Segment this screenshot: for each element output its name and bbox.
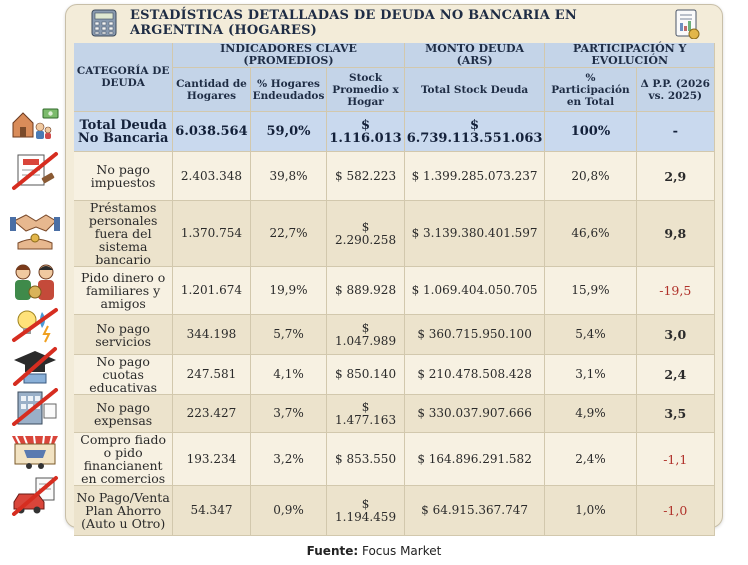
header-total-stock: Total Stock Deuda — [404, 68, 546, 112]
report-document-icon — [675, 9, 700, 39]
category-cell: No Pago/Venta Plan Ahorro (Auto u Otro) — [74, 486, 174, 536]
debt-table: CATEGORÍA DE DEUDA INDICADORES CLAVE (PR… — [74, 43, 715, 536]
delta-cell: 3,0 — [636, 315, 715, 355]
family-money-bag-icon — [15, 264, 54, 300]
households-cell: 247.581 — [173, 355, 251, 395]
header-households: Cantidad de Hogares — [173, 68, 251, 112]
avg-stock-cell: $ 853.550 — [327, 433, 405, 486]
no-tax-icon — [12, 152, 58, 190]
category-cell: No pago servicios — [74, 315, 174, 355]
share-cell: 1,0% — [545, 486, 637, 536]
category-cell: Total Deuda No Bancaria — [74, 112, 174, 152]
table-row: No pago impuestos 2.403.348 39,8% $ 582.… — [74, 152, 715, 201]
header-share: % Participación en Total — [545, 68, 637, 112]
households-cell: 344.198 — [173, 315, 251, 355]
avg-stock-cell: $ 1.116.013 — [327, 112, 405, 152]
table-row: No pago cuotas educativas 247.581 4,1% $… — [74, 355, 715, 395]
share-cell: 5,4% — [545, 315, 637, 355]
share-cell: 46,6% — [545, 201, 637, 267]
share-cell: 15,9% — [545, 267, 637, 315]
header-avg-stock: Stock Promedio x Hogar — [327, 68, 405, 112]
households-cell: 1.370.754 — [173, 201, 251, 267]
total-stock-cell: $ 1.069.404.050.705 — [404, 267, 546, 315]
avg-stock-cell: $ 1.477.163 — [327, 395, 405, 433]
delta-cell: 2,4 — [636, 355, 715, 395]
households-cell: 54.347 — [173, 486, 251, 536]
table-row-total: Total Deuda No Bancaria 6.038.564 59,0% … — [74, 112, 715, 152]
category-cell: No pago impuestos — [74, 152, 174, 201]
no-education-icon — [13, 347, 57, 386]
pct-cell: 39,8% — [250, 152, 328, 201]
households-cell: 6.038.564 — [173, 112, 251, 152]
table-row: Préstamos personales fuera del sistema b… — [74, 201, 715, 267]
calculator-icon — [91, 9, 117, 37]
source-caption: Fuente: Focus Market — [0, 544, 748, 558]
total-stock-cell: $ 164.896.291.582 — [404, 433, 546, 486]
delta-cell: 2,9 — [636, 152, 715, 201]
pct-cell: 4,1% — [250, 355, 328, 395]
header-group-share: PARTICIPACIÓN Y EVOLUCIÓN — [545, 43, 715, 68]
category-cell: Compro fiado o pido financianent en come… — [74, 433, 174, 486]
table-row: Pido dinero o familiares y amigos 1.201.… — [74, 267, 715, 315]
pct-cell: 22,7% — [250, 201, 328, 267]
source-label: Fuente: — [306, 544, 359, 558]
total-stock-cell: $ 64.915.367.747 — [404, 486, 546, 536]
category-cell: Pido dinero o familiares y amigos — [74, 267, 174, 315]
table-row: No Pago/Venta Plan Ahorro (Auto u Otro) … — [74, 486, 715, 536]
header-group-indicators: INDICADORES CLAVE (PROMEDIOS) — [173, 43, 405, 68]
family-money-icon — [12, 108, 59, 139]
share-cell: 3,1% — [545, 355, 637, 395]
page-title: ESTADÍSTICAS DETALLADAS DE DEUDA NO BANC… — [130, 8, 577, 38]
delta-cell: 9,8 — [636, 201, 715, 267]
pct-cell: 3,7% — [250, 395, 328, 433]
share-cell: 2,4% — [545, 433, 637, 486]
households-cell: 223.427 — [173, 395, 251, 433]
header-category: CATEGORÍA DE DEUDA — [74, 43, 174, 112]
pct-cell: 19,9% — [250, 267, 328, 315]
category-cell: No pago cuotas educativas — [74, 355, 174, 395]
avg-stock-cell: $ 850.140 — [327, 355, 405, 395]
avg-stock-cell: $ 2.290.258 — [327, 201, 405, 267]
infographic-card: ESTADÍSTICAS DETALLADAS DE DEUDA NO BANC… — [65, 4, 723, 536]
table-row: No pago servicios 344.198 5,7% $ 1.047.9… — [74, 315, 715, 355]
avg-stock-cell: $ 582.223 — [327, 152, 405, 201]
households-cell: 193.234 — [173, 433, 251, 486]
avg-stock-cell: $ 1.194.459 — [327, 486, 405, 536]
category-cell: No pago expensas — [74, 395, 174, 433]
total-stock-cell: $ 3.139.380.401.597 — [404, 201, 546, 267]
delta-cell: - — [636, 112, 715, 152]
delta-cell: -19,5 — [636, 267, 715, 315]
households-cell: 1.201.674 — [173, 267, 251, 315]
pct-cell: 0,9% — [250, 486, 328, 536]
total-stock-cell: $ 330.037.907.666 — [404, 395, 546, 433]
source-value: Focus Market — [361, 544, 442, 558]
table-row: Compro fiado o pido financianent en come… — [74, 433, 715, 486]
delta-cell: -1,0 — [636, 486, 715, 536]
delta-cell: 3,5 — [636, 395, 715, 433]
households-cell: 2.403.348 — [173, 152, 251, 201]
pct-cell: 3,2% — [250, 433, 328, 486]
table-row: No pago expensas 223.427 3,7% $ 1.477.16… — [74, 395, 715, 433]
total-stock-cell: $ 6.739.113.551.063 — [404, 112, 546, 152]
avg-stock-cell: $ 1.047.989 — [327, 315, 405, 355]
pct-cell: 59,0% — [250, 112, 328, 152]
category-cell: Préstamos personales fuera del sistema b… — [74, 201, 174, 267]
share-cell: 20,8% — [545, 152, 637, 201]
share-cell: 100% — [545, 112, 637, 152]
total-stock-cell: $ 360.715.950.100 — [404, 315, 546, 355]
share-cell: 4,9% — [545, 395, 637, 433]
avg-stock-cell: $ 889.928 — [327, 267, 405, 315]
header-pct-indebted: % Hogares Endeudados — [250, 68, 328, 112]
total-stock-cell: $ 1.399.285.073.237 — [404, 152, 546, 201]
store-credit-icon — [12, 435, 58, 469]
no-building-fees-icon — [12, 388, 58, 426]
pct-cell: 5,7% — [250, 315, 328, 355]
delta-cell: -1,1 — [636, 433, 715, 486]
no-utilities-icon — [12, 308, 58, 343]
total-stock-cell: $ 210.478.508.428 — [404, 355, 546, 395]
handshake-loan-icon — [10, 214, 60, 250]
header-delta: Δ P.P. (2026 vs. 2025) — [636, 68, 715, 112]
no-car-plan-icon — [12, 476, 58, 516]
header-group-amount: MONTO DEUDA (ARS) — [404, 43, 546, 68]
